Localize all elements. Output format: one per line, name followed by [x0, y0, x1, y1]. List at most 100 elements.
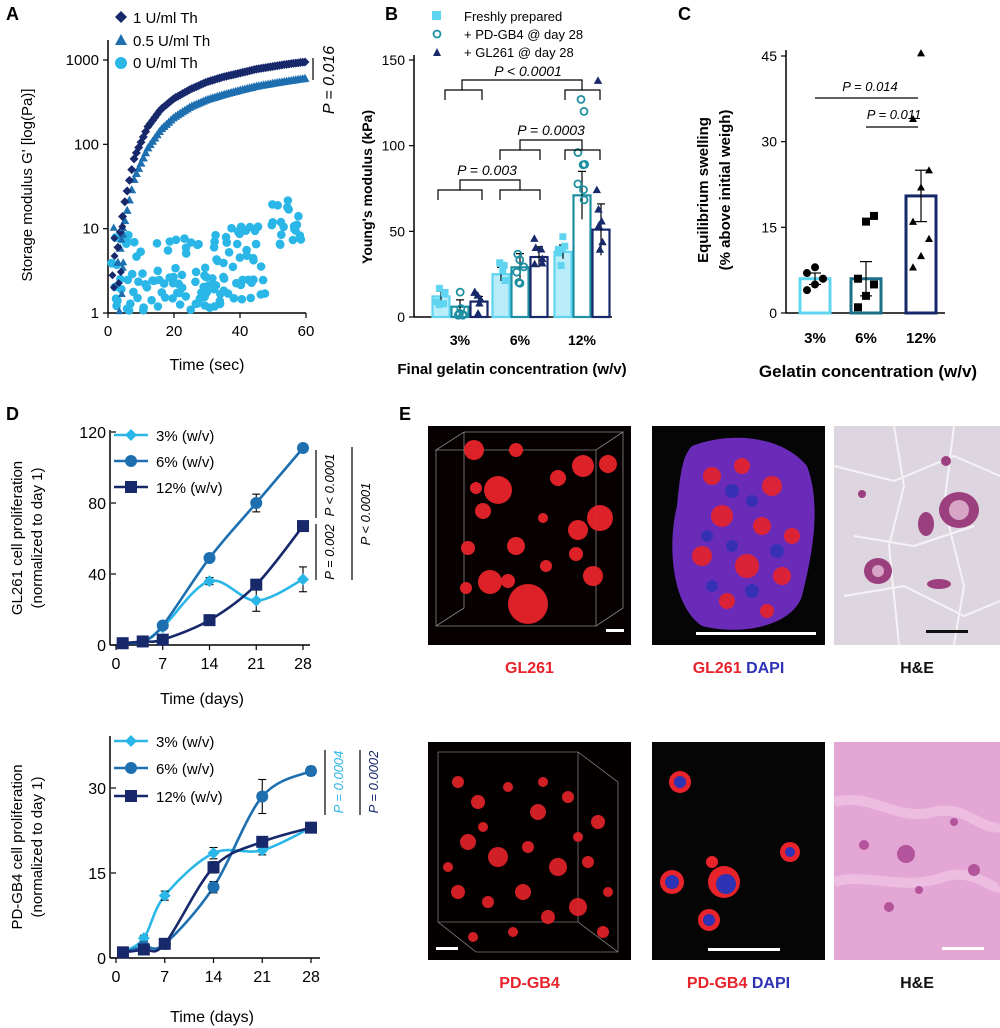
a-point-0u [291, 226, 300, 235]
dt-ytick-label: 120 [79, 425, 106, 442]
b-point [473, 309, 483, 317]
panel-a-pvalue: P = 0.016 [321, 46, 338, 114]
b-point [579, 107, 589, 116]
a-point-0u [129, 287, 138, 297]
c-point [862, 217, 870, 226]
a-point-0u [209, 284, 219, 294]
a-point-1u [120, 197, 130, 207]
a-point-0u [124, 306, 134, 315]
b-point [593, 76, 603, 84]
a-point-0u [258, 275, 268, 285]
a-point-0u [211, 230, 220, 240]
panel-c-ylabel-2: (% above initial weigh) [717, 110, 734, 271]
b-point [455, 287, 465, 297]
a-point-0u [249, 255, 258, 265]
c-point [803, 269, 811, 278]
a-point-0u [235, 253, 245, 262]
dapi-caption-blue: DAPI [746, 660, 785, 677]
b-point [573, 148, 583, 157]
db-point-6pct [256, 790, 269, 803]
a-point-0u [165, 273, 174, 282]
scale-bar [606, 629, 624, 632]
gl261-render-caption: GL261 [505, 660, 554, 677]
a-point-0u [250, 226, 260, 236]
panel-d-top-legend-3: 12% (w/v) [156, 480, 223, 497]
a-point-0u [242, 251, 252, 260]
a-point-0u [126, 299, 135, 309]
a-point-0u [228, 262, 238, 272]
dt-xtick-label: 21 [247, 656, 265, 673]
a-point-0u [221, 232, 231, 242]
dt-point-6pct [297, 441, 309, 454]
db-xtick-label: 7 [160, 969, 169, 986]
c-point [870, 211, 878, 220]
a-point-0u [138, 269, 147, 278]
panel-d-bottom-p-b: P = 0.0002 [366, 750, 381, 814]
a-point-0u [200, 271, 209, 280]
a-point-0u [283, 203, 292, 212]
dt-ytick-label: 40 [88, 567, 106, 584]
pdgb4-caption-red: PD-GB4 [686, 975, 748, 992]
panel-d-bottom-ylabel-1: PD-GB4 cell proliferation [9, 764, 26, 929]
a-point-0u [275, 240, 285, 249]
b-ytick-label: 150 [382, 52, 406, 68]
a-point-1u [118, 212, 128, 222]
b-point [501, 276, 509, 284]
a-point-0u [210, 302, 219, 311]
a-point-0u [236, 280, 246, 290]
a-point-0u [149, 276, 159, 286]
panel-d-letter: D [6, 404, 19, 424]
b-point [579, 195, 589, 205]
pdgb4-dapi-image [652, 742, 825, 960]
a-point-0u [235, 229, 244, 239]
a-point-05u [300, 73, 310, 82]
panel-a-letter: A [6, 4, 19, 24]
panel-b-p2: P = 0.0003 [517, 122, 585, 138]
a-point-1u [127, 165, 137, 175]
a-point-0u [191, 277, 200, 287]
c-ytick-label: 45 [761, 48, 777, 64]
panel-d-bottom-legend-3: 12% (w/v) [156, 789, 223, 806]
c-ytick-label: 15 [761, 219, 777, 235]
a-point-0u [165, 237, 175, 246]
b-xtick-label: 12% [568, 332, 597, 348]
a-point-1u [122, 186, 132, 196]
a-point-05u [117, 235, 126, 243]
legend-diamond-icon [115, 11, 127, 23]
a-point-0u [268, 200, 277, 209]
panel-b-legend-3: + GL261 @ day 28 [464, 45, 574, 60]
a-point-0u [141, 280, 150, 289]
a-point-0u [157, 288, 167, 297]
c-point [803, 286, 811, 295]
a-point-1u [124, 175, 134, 185]
panel-b-brackets [437, 79, 601, 200]
a-point-0u [153, 302, 163, 311]
c-point [819, 274, 827, 283]
db-xtick-label: 14 [205, 969, 223, 986]
a-point-0u [171, 263, 180, 273]
legend-circle-icon [432, 29, 442, 39]
a-point-0u [147, 295, 156, 305]
a-point-0u [195, 294, 205, 303]
a-point-05u [131, 168, 141, 178]
a-point-0u [177, 283, 187, 293]
a-point-05u [109, 223, 118, 231]
b-point [435, 301, 443, 309]
panel-a-ylabel: Storage modulus G' [log(Pa)] [19, 89, 36, 282]
panel-d-top-p-b: P = 0.002 [322, 523, 337, 579]
panel-d-top-p-c: P < 0.0001 [358, 483, 373, 546]
a-point-0u [219, 258, 228, 268]
dt-point-12pct [136, 635, 149, 648]
b-point [573, 179, 583, 189]
c-point [917, 49, 925, 57]
a-ytick-label: 100 [74, 136, 99, 153]
a-point-1u [109, 283, 118, 292]
a-ytick-label: 1 [91, 305, 99, 322]
a-point-0u [232, 239, 242, 249]
dt-xtick-label: 7 [158, 656, 167, 673]
c-point [811, 280, 819, 289]
panel-e-letter: E [399, 404, 411, 424]
gl261-he-stain [834, 426, 1000, 645]
gl261-caption-red: GL261 [692, 660, 742, 677]
legend-diamond-icon [125, 429, 137, 441]
